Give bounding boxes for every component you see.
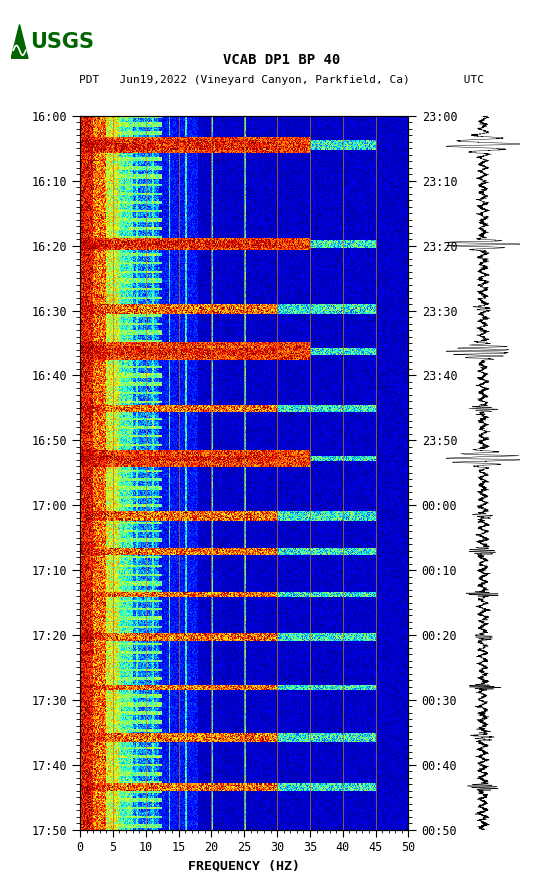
Text: VCAB DP1 BP 40: VCAB DP1 BP 40 <box>223 53 340 67</box>
Text: PDT   Jun19,2022 (Vineyard Canyon, Parkfield, Ca)        UTC: PDT Jun19,2022 (Vineyard Canyon, Parkfie… <box>79 75 484 85</box>
Text: USGS: USGS <box>30 32 94 52</box>
Polygon shape <box>11 24 28 59</box>
X-axis label: FREQUENCY (HZ): FREQUENCY (HZ) <box>188 860 300 873</box>
